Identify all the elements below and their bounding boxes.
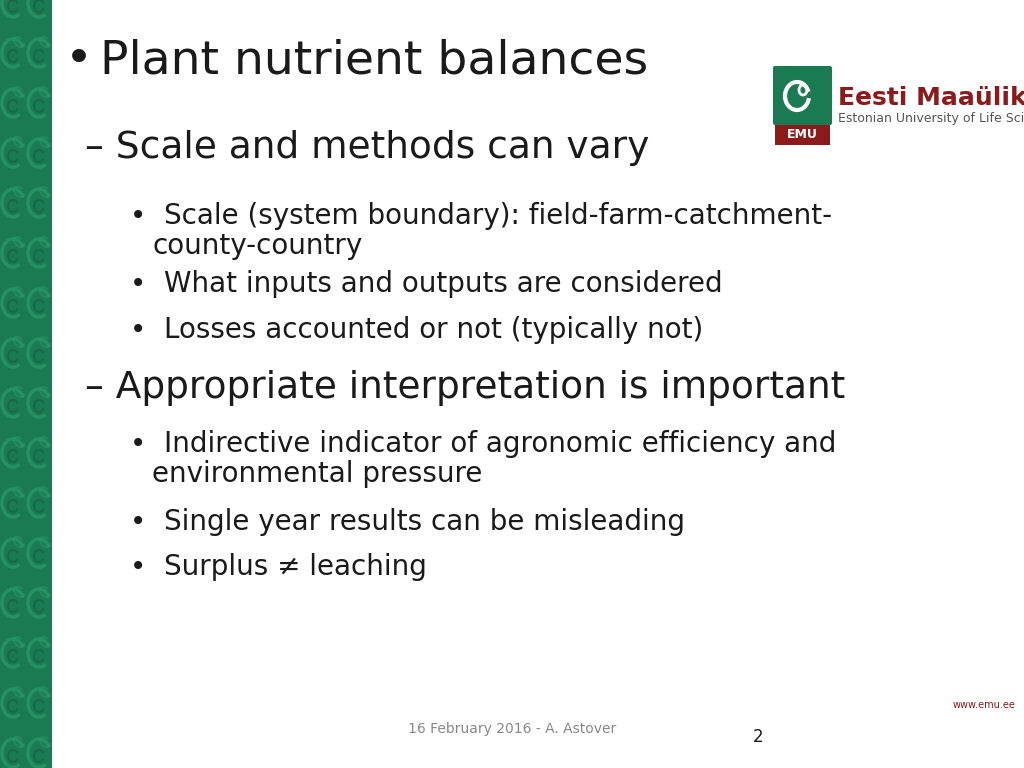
- Text: Eesti Maaülikool: Eesti Maaülikool: [838, 86, 1024, 110]
- Text: EMU: EMU: [787, 128, 818, 141]
- Text: www.emu.ee: www.emu.ee: [952, 700, 1015, 710]
- Text: – Appropriate interpretation is important: – Appropriate interpretation is importan…: [85, 370, 845, 406]
- Text: 2: 2: [753, 728, 763, 746]
- Text: •  What inputs and outputs are considered: • What inputs and outputs are considered: [130, 270, 723, 298]
- Bar: [0, 0, 52, 768]
- FancyBboxPatch shape: [773, 66, 831, 125]
- Text: environmental pressure: environmental pressure: [152, 460, 482, 488]
- FancyBboxPatch shape: [775, 125, 830, 145]
- Text: •  Single year results can be misleading: • Single year results can be misleading: [130, 508, 685, 536]
- Text: •  Indirective indicator of agronomic efficiency and: • Indirective indicator of agronomic eff…: [130, 430, 837, 458]
- Text: – Scale and methods can vary: – Scale and methods can vary: [85, 130, 649, 166]
- Text: •  Scale (system boundary): field-farm-catchment-: • Scale (system boundary): field-farm-ca…: [130, 202, 833, 230]
- Text: •  Losses accounted or not (typically not): • Losses accounted or not (typically not…: [130, 316, 703, 344]
- Text: Plant nutrient balances: Plant nutrient balances: [100, 38, 648, 83]
- Text: •: •: [65, 38, 93, 83]
- Text: county-country: county-country: [152, 232, 362, 260]
- Text: •  Surplus ≠ leaching: • Surplus ≠ leaching: [130, 553, 427, 581]
- Text: Estonian University of Life Sciences: Estonian University of Life Sciences: [838, 112, 1024, 125]
- Text: 16 February 2016 - A. Astover: 16 February 2016 - A. Astover: [408, 722, 616, 736]
